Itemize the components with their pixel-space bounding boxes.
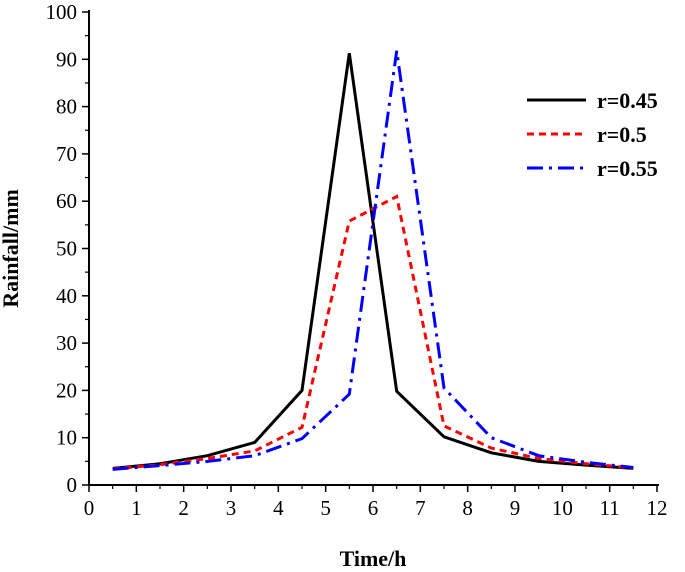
- x-tick-label: 6: [368, 496, 379, 520]
- x-tick-label: 5: [320, 496, 331, 520]
- x-tick-label: 1: [131, 496, 142, 520]
- x-tick-label: 11: [600, 496, 620, 520]
- x-tick-label: 8: [462, 496, 473, 520]
- y-tick-label: 90: [56, 47, 77, 71]
- x-tick-label: 3: [226, 496, 237, 520]
- legend: r=0.45 r=0.5 r=0.55: [527, 88, 658, 181]
- series-layer: [112, 50, 634, 471]
- series-line-r-0-55: [112, 50, 634, 471]
- y-tick-label: 50: [56, 237, 77, 261]
- legend-label: r=0.55: [597, 156, 658, 181]
- x-tick-label: 7: [415, 496, 426, 520]
- y-tick-label: 60: [56, 189, 77, 213]
- x-tick-label: 12: [647, 496, 668, 520]
- x-axis-title: Time/h: [340, 546, 407, 571]
- y-tick-label: 30: [56, 331, 77, 355]
- series-line-r-0-5: [112, 194, 634, 471]
- x-tick-label: 4: [273, 496, 284, 520]
- y-tick-label: 100: [46, 0, 78, 24]
- legend-label: r=0.5: [597, 122, 647, 147]
- legend-label: r=0.45: [597, 88, 658, 113]
- y-axis-title: Rainfall/mm: [0, 189, 23, 308]
- y-tick-label: 0: [67, 473, 78, 497]
- y-tick-label: 70: [56, 142, 77, 166]
- y-tick-label: 80: [56, 95, 77, 119]
- y-tick-label: 10: [56, 426, 77, 450]
- x-tick-label: 2: [178, 496, 189, 520]
- x-tick-label: 9: [510, 496, 521, 520]
- x-tick-label: 0: [84, 496, 95, 520]
- series-line-r-0-45: [112, 52, 634, 470]
- x-tick-label: 10: [552, 496, 573, 520]
- y-tick-label: 20: [56, 378, 77, 402]
- y-tick-label: 40: [56, 284, 77, 308]
